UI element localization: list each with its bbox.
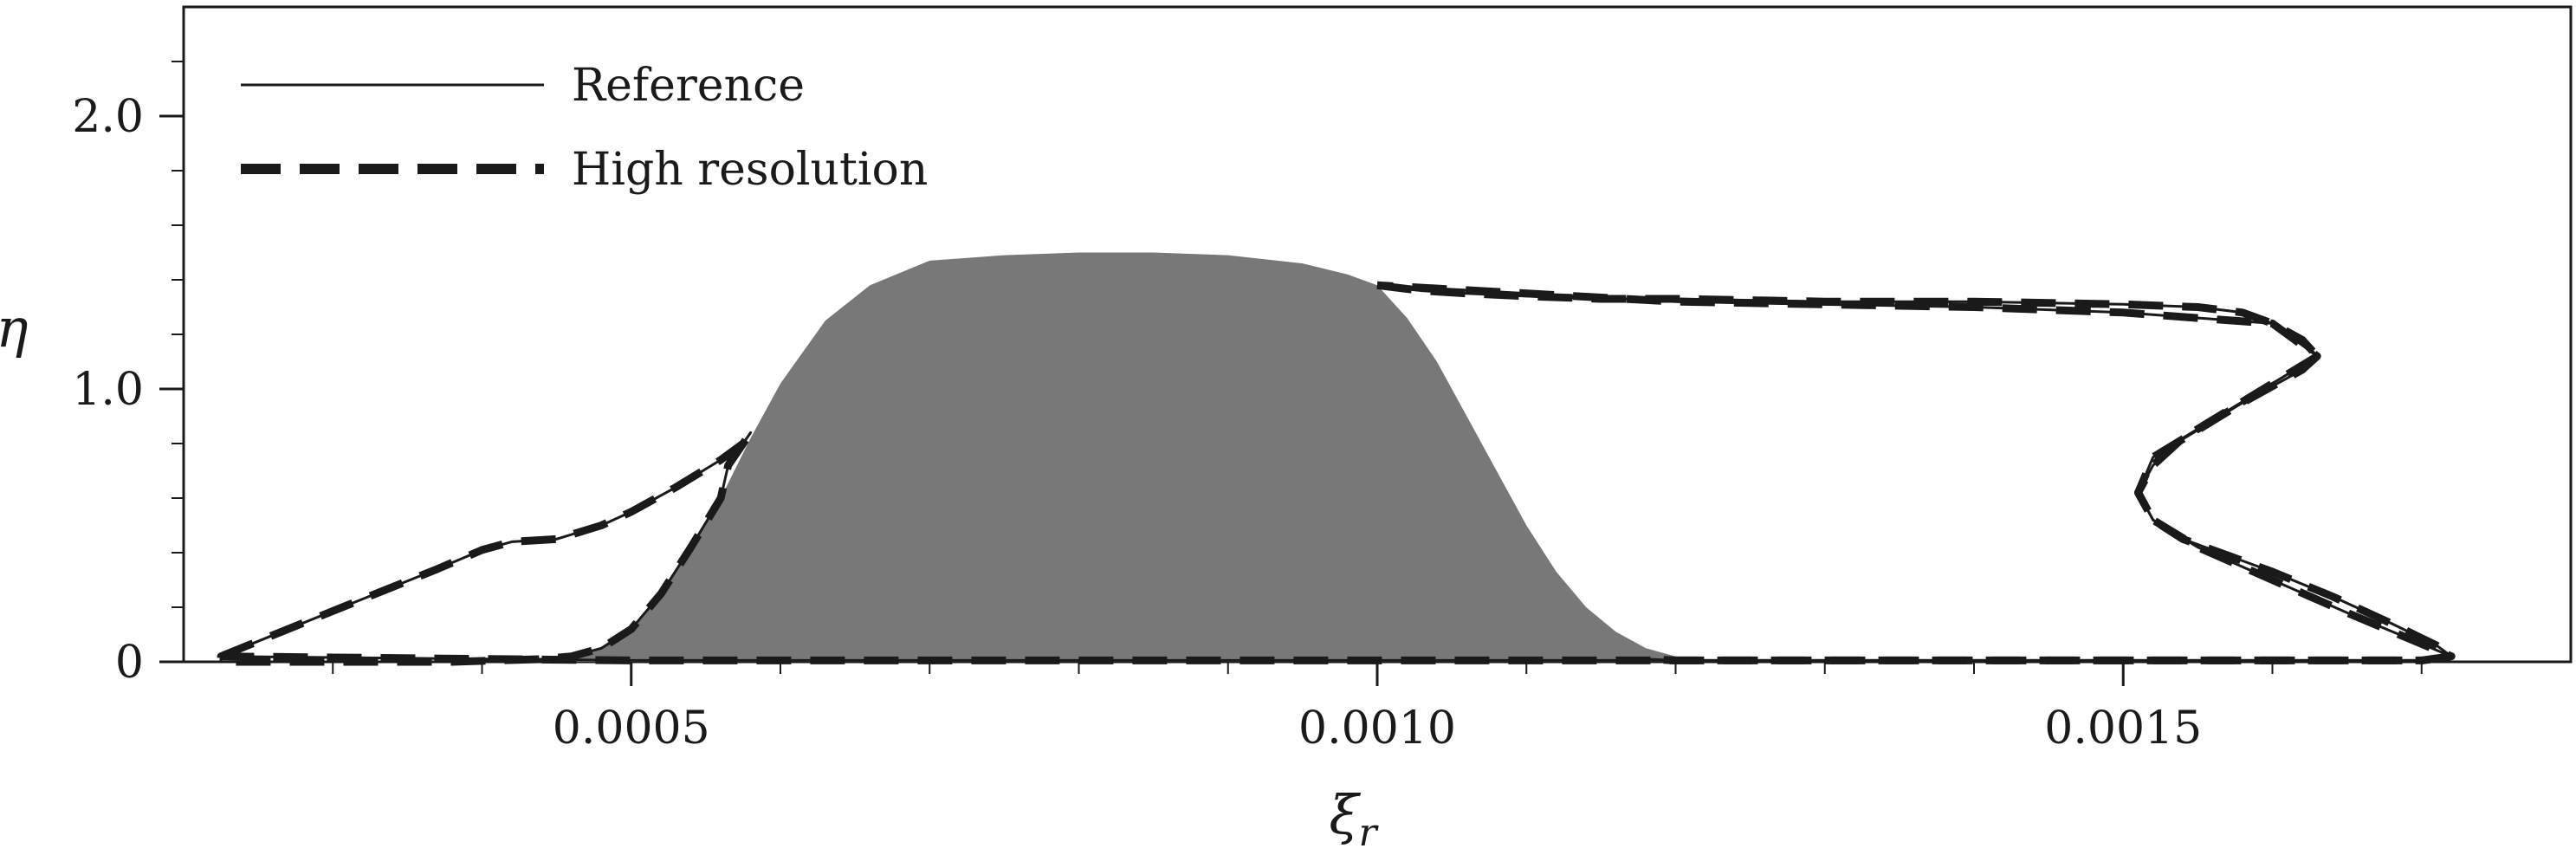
- x-axis-title-subscript: r: [1359, 811, 1380, 855]
- y-tick-label: 2.0: [72, 91, 144, 143]
- x-tick-label: 0.0010: [1298, 703, 1456, 755]
- series-high-resolution-line-0: [217, 281, 2456, 666]
- legend: Reference High resolution: [241, 60, 928, 196]
- y-tick-label: 1.0: [72, 364, 144, 416]
- x-tick-label: 0.0015: [2044, 703, 2202, 755]
- legend-label-reference: Reference: [572, 60, 805, 112]
- series-high-resolution-line-2: [1645, 353, 2456, 664]
- x-axis-title-main: ξ: [1329, 783, 1361, 846]
- legend-label-high-resolution: High resolution: [572, 144, 928, 196]
- series-reference-line-2: [1646, 354, 2453, 662]
- x-axis-title: ξr: [1329, 783, 1379, 855]
- y-axis-title: η: [0, 296, 29, 359]
- x-tick-label: 0.0005: [553, 703, 710, 755]
- series-layer: [217, 281, 2456, 666]
- axis-ticks: 0.0005 0.0010 0.0015 0 1.0 2.0: [72, 61, 2423, 755]
- y-tick-label: 0: [115, 637, 144, 689]
- series-high-resolution-line-1: [1376, 281, 2320, 359]
- shaded-region: [541, 252, 1705, 662]
- shaded-area: [541, 252, 1705, 662]
